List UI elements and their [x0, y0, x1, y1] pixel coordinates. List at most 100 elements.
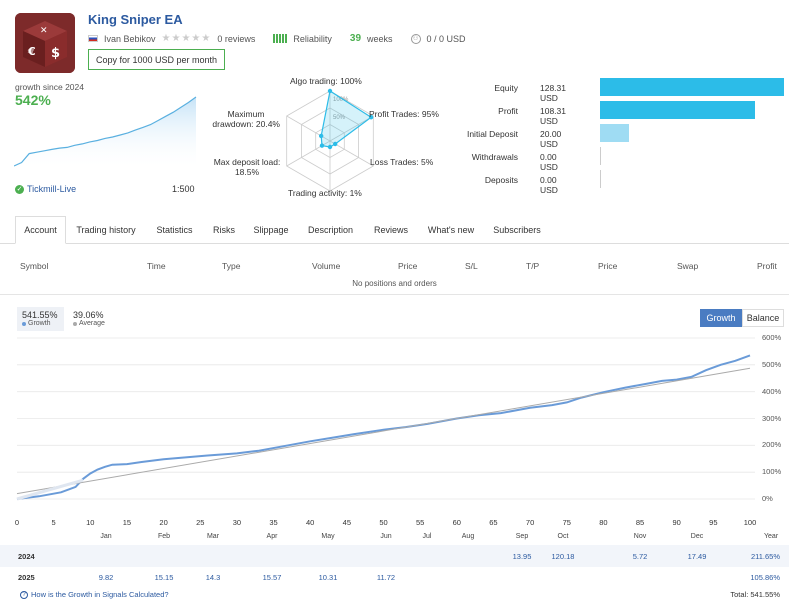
radar-point	[327, 144, 333, 150]
rating-stars-icon: ★★★★★	[161, 33, 212, 44]
month-label-mar: Mar	[206, 533, 220, 540]
section-divider	[0, 294, 789, 295]
tab-slippage[interactable]: Slippage	[253, 225, 289, 235]
y-tick-label: 400%	[762, 386, 782, 396]
radar-point	[319, 143, 325, 148]
tab-reviews[interactable]: Reviews	[373, 225, 408, 235]
growth-legend[interactable]: 541.55% Growth	[17, 307, 64, 331]
x-tick-label: 25	[196, 518, 205, 527]
broker-name[interactable]: Tickmill-Live	[27, 184, 77, 194]
radar-max-dd-line2: drawdown: 20.4%	[212, 119, 280, 129]
year-month-value[interactable]: 15.15	[154, 573, 174, 582]
subscribers-funds: 0 / 0 USD	[426, 33, 466, 44]
y-tick-label: 200%	[762, 440, 782, 450]
radar-axis	[329, 140, 374, 167]
risk-radar-chart: 100% 50%	[286, 88, 374, 192]
stat-bar-2	[600, 124, 629, 142]
y-tick-label: 500%	[762, 359, 782, 369]
subscribers-icon: ⚇	[410, 33, 421, 44]
stat-value-1: 108.31 USD	[540, 106, 566, 126]
radar-point	[327, 88, 333, 94]
year-month-value[interactable]: 14.3	[205, 573, 221, 582]
series-line-early	[16, 478, 84, 501]
tab-what-s-new[interactable]: What's new	[427, 225, 475, 235]
table-header-time: Time	[147, 261, 166, 271]
radar-point	[318, 133, 324, 139]
series-line-growth	[16, 354, 751, 500]
year-month-value[interactable]: 13.95	[512, 552, 532, 561]
year-month-value[interactable]: 15.57	[262, 573, 282, 582]
growth-chart-button[interactable]: Growth	[700, 309, 742, 327]
tab-statistics[interactable]: Statistics	[156, 225, 193, 235]
growth-legend-value: 541.55%	[22, 310, 58, 320]
copy-signal-button[interactable]: Copy for 1000 USD per month	[88, 49, 225, 70]
broker-server[interactable]: ✓ Tickmill-Live	[15, 184, 76, 194]
average-legend[interactable]: 39.06% Average	[73, 310, 105, 327]
author-link[interactable]: Ivan Bebikov	[104, 33, 156, 44]
signal-meta: Ivan Bebikov ★★★★★ 0 reviews Reliability…	[88, 33, 466, 44]
year-label-2024: 2024	[18, 552, 35, 561]
month-label-feb: Feb	[157, 533, 171, 540]
year-month-value[interactable]: 17.49	[687, 552, 707, 561]
tab-account[interactable]: Account	[15, 216, 66, 244]
growth-legend-name: Growth	[22, 320, 59, 327]
month-label-may: May	[321, 533, 335, 540]
x-tick-label: 35	[269, 518, 278, 527]
year-month-value[interactable]: 120.18	[551, 552, 575, 561]
weeks-label: weeks	[367, 33, 393, 44]
tab-subscribers[interactable]: Subscribers	[493, 225, 541, 235]
stat-label-3: Withdrawals	[471, 152, 518, 162]
tab-risks[interactable]: Risks	[213, 225, 235, 235]
growth-calc-link[interactable]: ? How is the Growth in Signals Calculate…	[20, 590, 169, 599]
x-tick-label: 65	[489, 518, 498, 527]
radar-label-loss-trades: Loss Trades: 5%	[370, 157, 434, 167]
table-header-volume: Volume	[312, 261, 341, 271]
tab-description[interactable]: Description	[307, 225, 354, 235]
average-legend-name: Average	[73, 320, 105, 327]
growth-value: 542%	[15, 92, 51, 108]
month-label-sep: Sep	[515, 533, 529, 540]
radar-label-activity: Trading activity: 1%	[288, 188, 362, 198]
x-tick-label: 0	[14, 518, 20, 527]
stat-bar-4	[600, 170, 601, 188]
year-total-2025: 105.86%	[750, 573, 780, 582]
year-month-value[interactable]: 9.82	[98, 573, 114, 582]
year-month-value[interactable]: 10.31	[318, 573, 338, 582]
signal-title[interactable]: King Sniper EA	[88, 12, 183, 27]
table-header-type: Type	[222, 261, 241, 271]
total-growth: Total: 541.55%	[730, 590, 780, 599]
signal-tabs: Account Trading history Statistics Risks Sli…	[0, 216, 789, 244]
radar-point	[368, 115, 374, 120]
year-total-2024: 211.65%	[750, 552, 780, 561]
table-header-profit: Profit	[757, 261, 777, 271]
x-tick-label: 95	[709, 518, 718, 527]
growth-since-label: growth since 2024	[15, 82, 84, 92]
radar-max-deposit-line2: 18.5%	[234, 167, 260, 177]
x-tick-label: 70	[525, 518, 535, 527]
y-tick-label: 600%	[762, 333, 782, 342]
year-month-value[interactable]: 11.72	[376, 573, 396, 582]
y-tick-label: 300%	[762, 413, 782, 423]
year-month-value[interactable]: 5.72	[632, 552, 648, 561]
stat-value-2: 20.00 USD	[540, 129, 562, 149]
radar-point	[332, 141, 338, 147]
table-header-symbol: Symbol	[20, 261, 49, 271]
stat-label-0: Equity	[494, 83, 518, 93]
growth-calc-link-text[interactable]: How is the Growth in Signals Calculated?	[31, 590, 169, 599]
tab-trading-history[interactable]: Trading history	[76, 225, 136, 235]
month-label-jul: Jul	[422, 533, 432, 540]
x-tick-label: 40	[306, 518, 315, 527]
reviews-count[interactable]: 0 reviews	[217, 33, 256, 44]
balance-chart-button[interactable]: Balance	[742, 309, 784, 327]
month-label-aug: Aug	[461, 533, 475, 540]
x-tick-label: 30	[232, 518, 242, 527]
growth-legend-label: Growth	[28, 320, 51, 327]
x-tick-label: 15	[122, 518, 132, 527]
x-tick-label: 80	[599, 518, 608, 527]
russia-flag-icon	[88, 35, 98, 42]
x-tick-label: 85	[635, 518, 645, 527]
reliability-bars-icon	[273, 34, 288, 43]
x-tick-label: 50	[379, 518, 388, 527]
year-row-2024	[0, 545, 789, 567]
year-label-2025: 2025	[18, 573, 35, 582]
